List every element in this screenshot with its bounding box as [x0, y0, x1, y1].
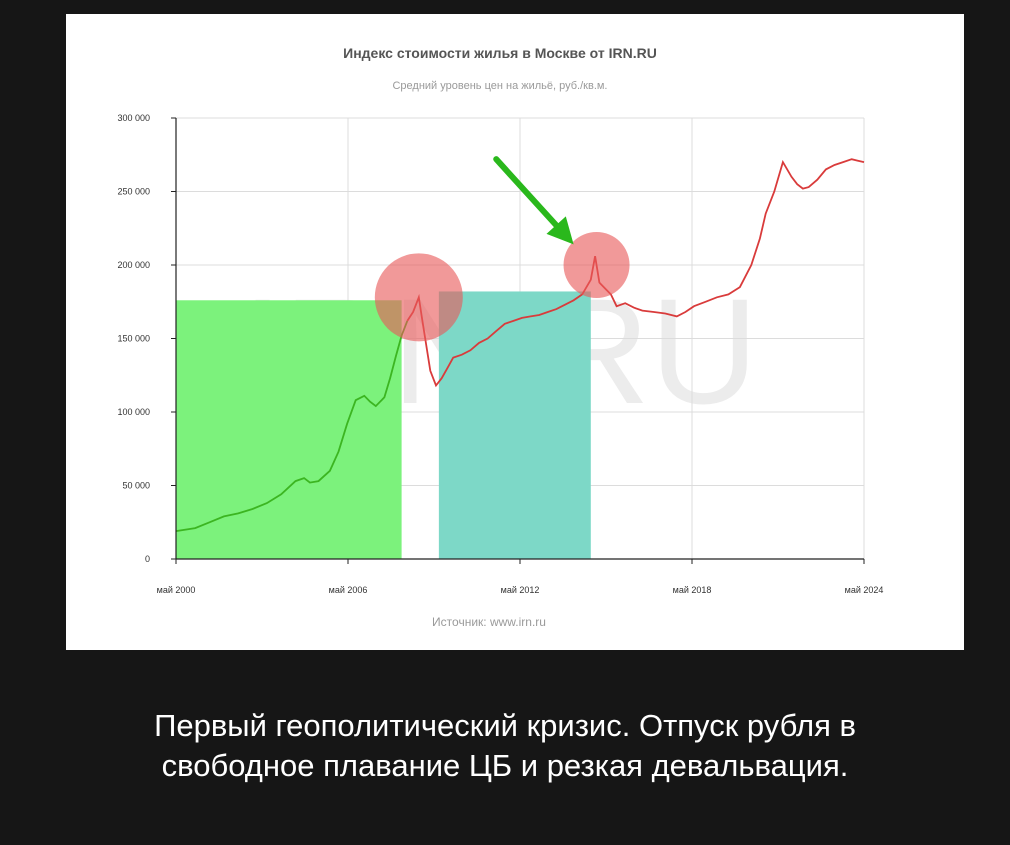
shaded-region — [176, 300, 402, 559]
chart-subtitle: Средний уровень цен на жильё, руб./кв.м. — [392, 80, 607, 92]
y-tick-label: 150 000 — [117, 334, 150, 344]
chart-panel: Индекс стоимости жилья в Москве от IRN.R… — [66, 14, 964, 650]
highlight-circle — [374, 253, 463, 342]
y-tick-label: 50 000 — [122, 481, 150, 491]
source-label: Источник: www.irn.ru — [432, 615, 546, 629]
y-tick-label: 200 000 — [117, 260, 150, 270]
arrow-annotation — [493, 156, 574, 245]
chart: Индекс стоимости жилья в Москве от IRN.R… — [117, 45, 883, 629]
shaded-regions — [176, 291, 591, 559]
chart-title: Индекс стоимости жилья в Москве от IRN.R… — [343, 45, 657, 61]
caption-line-2: свободное плавание ЦБ и резкая девальвац… — [161, 748, 849, 783]
y-tick-label: 300 000 — [117, 113, 150, 123]
x-tick-label: май 2018 — [673, 585, 712, 595]
line-segment-before — [175, 320, 409, 532]
y-tick-label: 250 000 — [117, 187, 150, 197]
x-tick-label: май 2000 — [157, 585, 196, 595]
x-tick-label: май 2012 — [501, 585, 540, 595]
y-tick-label: 0 — [145, 554, 150, 564]
x-tick-label: май 2024 — [845, 585, 884, 595]
x-tick-label: май 2006 — [329, 585, 368, 595]
subtitle-caption: Первый геополитический кризис. Отпуск ру… — [0, 706, 1010, 786]
highlight-circle — [563, 232, 630, 298]
y-tick-label: 100 000 — [117, 407, 150, 417]
tick-labels: 0 50 000 100 000 150 000 200 000 250 000 300 0… — [117, 113, 883, 595]
caption-line-1: Первый геополитический кризис. Отпуск ру… — [154, 708, 856, 743]
axes — [171, 117, 865, 564]
highlight-circles — [374, 232, 630, 342]
arrow-shaft — [493, 156, 560, 229]
shaded-region — [438, 291, 591, 559]
arrow-head — [546, 216, 574, 245]
